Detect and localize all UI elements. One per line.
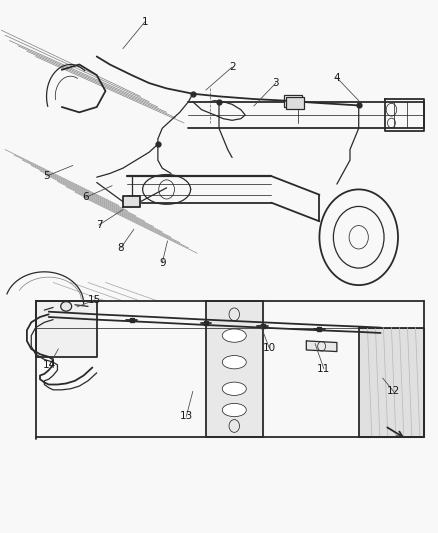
Ellipse shape [61, 302, 72, 311]
Ellipse shape [222, 382, 246, 395]
Polygon shape [206, 301, 263, 437]
Ellipse shape [222, 356, 246, 369]
Text: 3: 3 [272, 78, 279, 88]
Text: 6: 6 [82, 192, 89, 203]
Text: 15: 15 [88, 295, 101, 305]
Text: 11: 11 [317, 364, 330, 374]
Ellipse shape [222, 329, 246, 342]
Text: 13: 13 [180, 411, 193, 422]
Text: 10: 10 [263, 343, 276, 353]
Text: 9: 9 [159, 258, 166, 268]
FancyBboxPatch shape [285, 95, 302, 107]
Polygon shape [123, 196, 141, 207]
Text: 8: 8 [117, 243, 124, 253]
Text: 2: 2 [229, 62, 235, 72]
Ellipse shape [222, 403, 246, 417]
Text: 7: 7 [95, 220, 102, 230]
Text: 5: 5 [43, 171, 50, 181]
Polygon shape [306, 341, 337, 352]
Text: 1: 1 [141, 17, 148, 27]
Text: 4: 4 [334, 73, 340, 83]
Polygon shape [359, 328, 424, 437]
Text: 14: 14 [43, 360, 56, 370]
Polygon shape [35, 301, 97, 357]
FancyBboxPatch shape [286, 97, 304, 109]
Text: 12: 12 [387, 386, 400, 397]
